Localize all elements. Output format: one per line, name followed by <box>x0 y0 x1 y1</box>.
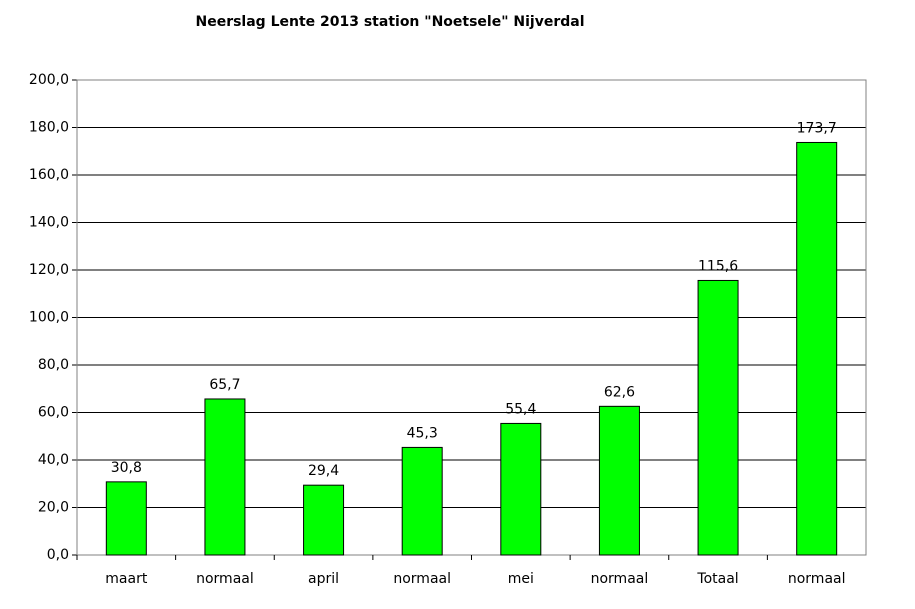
bar <box>204 398 246 556</box>
bar <box>401 446 443 556</box>
x-tick-label: normaal <box>393 571 451 587</box>
value-label: 30,8 <box>111 460 142 476</box>
value-label: 173,7 <box>797 120 837 136</box>
y-tick-label: 180,0 <box>29 120 69 136</box>
y-tick-label: 60,0 <box>38 405 69 421</box>
value-label: 62,6 <box>604 384 635 400</box>
x-tick-label: maart <box>105 571 148 587</box>
x-tick-label: Totaal <box>696 571 738 587</box>
bar <box>500 422 542 556</box>
y-tick-label: 100,0 <box>29 310 69 326</box>
y-tick-label: 40,0 <box>38 452 69 468</box>
x-tick-label: mei <box>508 571 534 587</box>
value-label: 55,4 <box>505 401 536 417</box>
bar <box>303 484 345 556</box>
bar <box>796 141 838 556</box>
bar <box>105 481 147 556</box>
bar <box>598 405 640 556</box>
x-tick-label: normaal <box>196 571 254 587</box>
value-label: 45,3 <box>407 425 438 441</box>
y-tick-label: 120,0 <box>29 262 69 278</box>
x-tick-label: normaal <box>591 571 649 587</box>
y-tick-label: 200,0 <box>29 72 69 88</box>
value-label: 115,6 <box>698 258 738 274</box>
bar <box>697 279 739 556</box>
y-tick-label: 160,0 <box>29 167 69 183</box>
value-label: 29,4 <box>308 463 339 479</box>
x-tick-label: normaal <box>788 571 846 587</box>
value-label: 65,7 <box>209 377 240 393</box>
chart-title: Neerslag Lente 2013 station "Noetsele" N… <box>195 14 584 30</box>
x-tick-label: april <box>308 571 339 587</box>
y-tick-label: 80,0 <box>38 357 69 373</box>
y-tick-label: 140,0 <box>29 215 69 231</box>
y-tick-label: 0,0 <box>47 547 69 563</box>
y-tick-label: 20,0 <box>38 500 69 516</box>
